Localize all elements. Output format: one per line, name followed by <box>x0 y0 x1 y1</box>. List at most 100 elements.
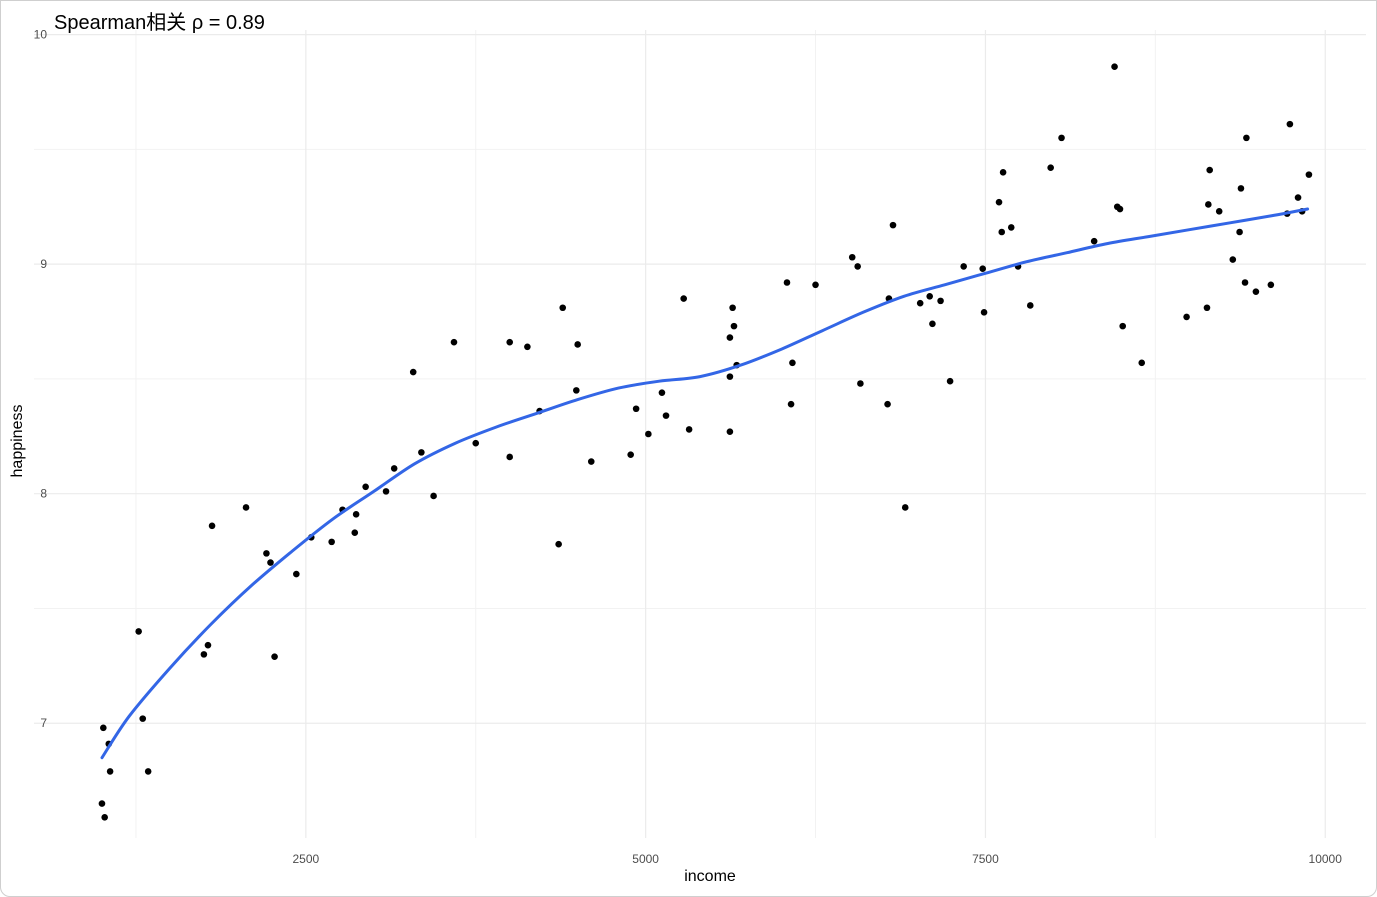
data-point <box>937 297 944 305</box>
data-point <box>999 169 1007 176</box>
grid-minor <box>34 30 1366 838</box>
data-point <box>1183 313 1190 321</box>
data-point <box>1236 228 1243 236</box>
data-point <box>139 715 147 722</box>
data-points <box>98 63 1313 821</box>
data-point <box>574 341 581 348</box>
data-point <box>430 492 437 500</box>
data-point <box>351 529 359 537</box>
data-point <box>587 458 595 465</box>
x-axis-ticks: 2500 5000 7500 10000 <box>292 852 1342 866</box>
x-tick-label: 10000 <box>1309 852 1343 866</box>
data-point <box>100 724 107 732</box>
data-point <box>101 814 108 821</box>
data-point <box>263 550 270 557</box>
data-point <box>409 368 417 376</box>
data-point <box>1205 201 1212 208</box>
data-point <box>627 451 634 458</box>
data-point <box>889 221 897 229</box>
data-point <box>729 304 736 312</box>
data-point <box>680 295 687 302</box>
data-point <box>418 449 425 456</box>
y-tick-label: 7 <box>40 716 47 730</box>
data-point <box>726 334 734 341</box>
x-axis-title: income <box>684 868 736 885</box>
data-point <box>573 387 580 394</box>
x-tick-label: 7500 <box>972 852 999 866</box>
data-point <box>1237 185 1245 192</box>
data-point <box>685 426 693 433</box>
data-point <box>726 428 734 436</box>
data-point <box>328 538 335 546</box>
data-point <box>1206 166 1213 174</box>
data-point <box>812 281 819 289</box>
data-point <box>857 380 864 387</box>
data-point <box>506 453 514 461</box>
data-point <box>1007 224 1015 231</box>
data-point <box>1203 304 1211 312</box>
data-point <box>789 359 796 367</box>
data-point <box>1111 63 1118 71</box>
data-point <box>271 653 278 660</box>
data-point <box>1243 134 1250 142</box>
data-point <box>1286 120 1294 128</box>
data-point <box>242 504 250 511</box>
x-tick-label: 2500 <box>292 852 319 866</box>
data-point <box>208 522 216 530</box>
grid-major <box>34 30 1366 838</box>
data-point <box>352 511 360 518</box>
data-point <box>848 253 856 261</box>
data-point <box>1252 288 1260 295</box>
data-point <box>980 309 988 316</box>
data-point <box>854 263 861 270</box>
x-tick-label: 5000 <box>632 852 659 866</box>
data-point <box>1305 171 1313 178</box>
data-point <box>726 373 734 380</box>
data-point <box>1026 302 1034 309</box>
data-point <box>144 768 152 775</box>
data-point <box>506 338 514 346</box>
data-point <box>472 439 480 447</box>
chart-title: Spearman相关 ρ = 0.89 <box>54 12 265 34</box>
data-point <box>1241 279 1249 286</box>
data-point <box>450 338 458 346</box>
y-axis-ticks: 7 8 9 10 <box>34 28 48 731</box>
y-axis-title: happiness <box>9 404 26 478</box>
data-point <box>998 228 1006 236</box>
data-point <box>645 430 652 438</box>
data-point <box>382 488 390 495</box>
trend-line <box>100 207 1310 760</box>
data-point <box>204 641 212 649</box>
smooth-trend-line <box>100 207 1310 760</box>
data-point <box>524 343 531 351</box>
data-point <box>632 405 640 413</box>
data-point <box>1090 237 1098 245</box>
y-tick-label: 8 <box>40 487 47 501</box>
data-point <box>946 377 954 385</box>
data-point <box>1047 164 1054 172</box>
data-point <box>929 320 936 328</box>
data-point <box>662 412 670 419</box>
data-point <box>1058 134 1065 142</box>
data-point <box>1267 281 1275 289</box>
data-point <box>916 299 924 307</box>
data-point <box>995 198 1003 206</box>
data-point <box>979 265 987 273</box>
data-point <box>106 768 114 775</box>
data-point <box>555 540 562 548</box>
data-point <box>1215 208 1223 215</box>
data-point <box>559 304 567 312</box>
data-point <box>926 292 934 300</box>
data-point <box>390 465 398 472</box>
data-point <box>200 651 208 658</box>
data-point <box>267 559 274 566</box>
data-point <box>658 389 666 396</box>
data-point <box>1119 322 1127 330</box>
y-tick-label: 10 <box>34 28 48 42</box>
y-tick-label: 9 <box>40 257 47 271</box>
data-point <box>135 628 142 635</box>
data-point <box>1116 205 1124 213</box>
data-point <box>1229 256 1237 263</box>
data-point <box>362 483 369 491</box>
